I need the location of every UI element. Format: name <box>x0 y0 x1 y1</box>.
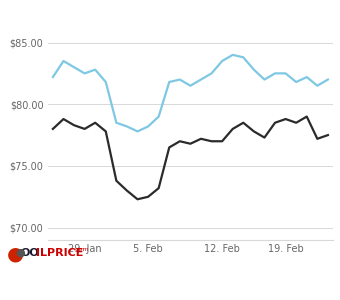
Text: ●: ● <box>7 244 24 263</box>
Text: OO: OO <box>20 248 39 258</box>
Text: ●: ● <box>15 248 25 258</box>
Text: ILPRICE: ILPRICE <box>36 248 83 258</box>
Text: .com: .com <box>73 248 89 252</box>
